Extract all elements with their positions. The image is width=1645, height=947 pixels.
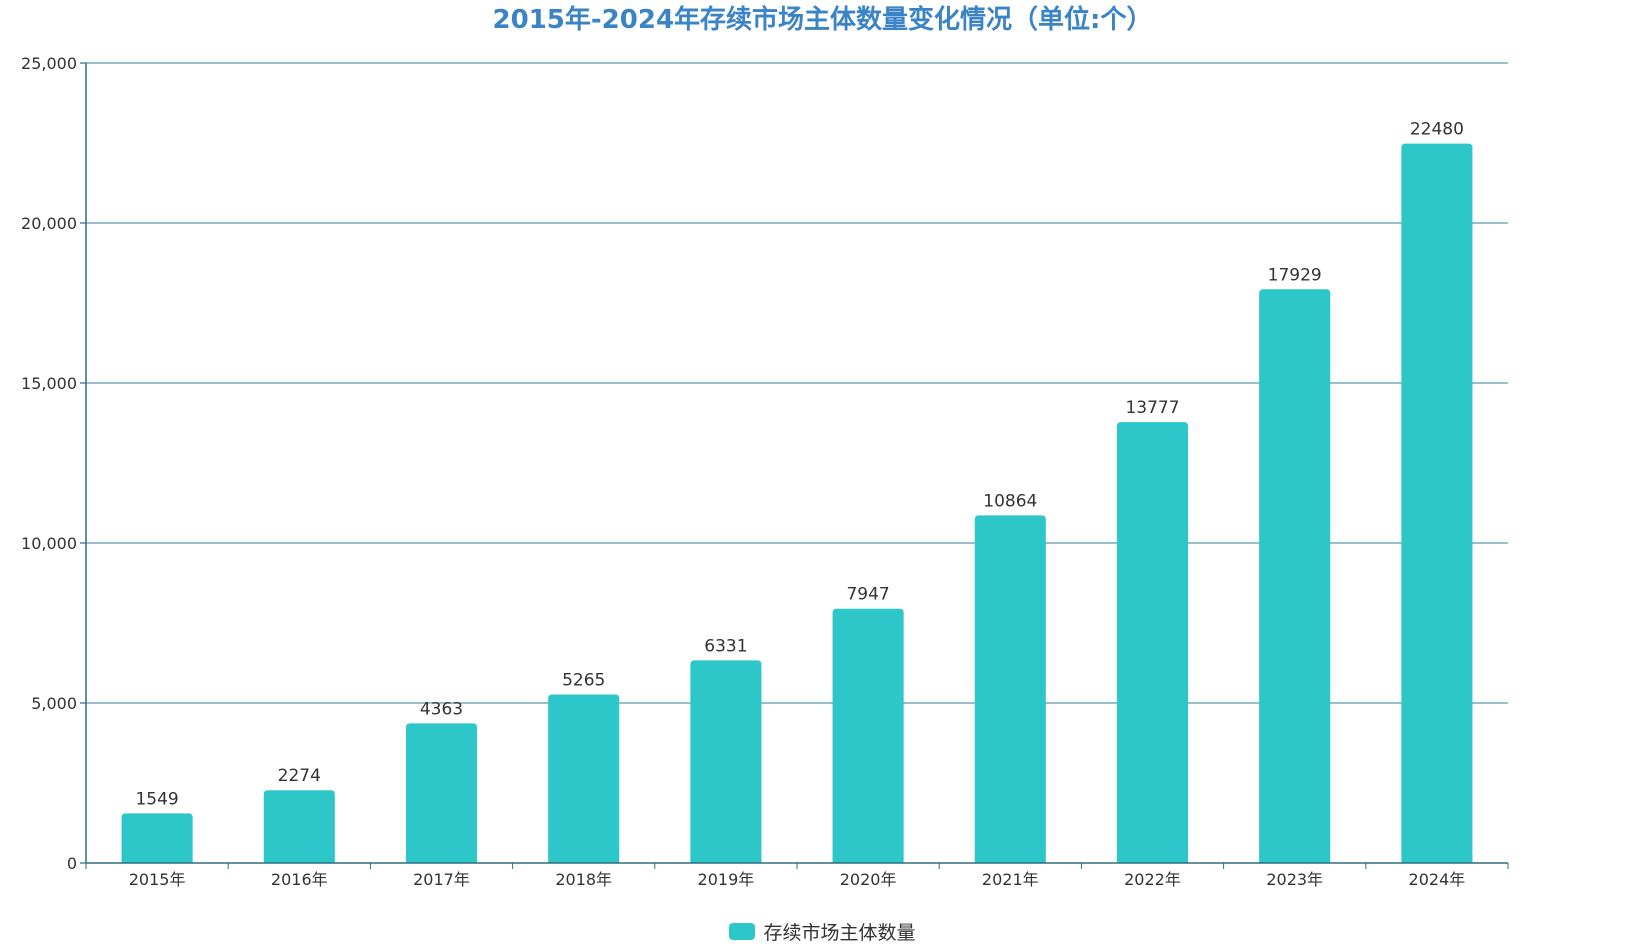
y-axis-ticks: 0 5,000 10,000 15,000 20,000 25,000: [21, 54, 86, 873]
legend[interactable]: 存续市场主体数量: [0, 918, 1645, 945]
x-tick-label: 2020年: [840, 870, 897, 889]
bar-2023年[interactable]: [1259, 289, 1331, 864]
y-tick-label: 5,000: [31, 694, 77, 713]
x-tick-label: 2018年: [555, 870, 612, 889]
data-label: 6331: [704, 636, 747, 656]
data-label: 22480: [1410, 120, 1464, 140]
y-tick-label: 15,000: [21, 374, 77, 393]
bar-2018年[interactable]: [548, 694, 620, 863]
x-tick-label: 2023年: [1266, 870, 1323, 889]
x-tick-label: 2017年: [413, 870, 470, 889]
x-tick-label: 2022年: [1124, 870, 1181, 889]
x-tick-label: 2016年: [271, 870, 328, 889]
legend-label: 存续市场主体数量: [763, 922, 916, 944]
x-tick-label: 2021年: [982, 870, 1039, 889]
legend-swatch: [729, 923, 756, 940]
x-tick-label: 2024年: [1409, 870, 1466, 889]
data-label: 4363: [420, 699, 463, 719]
data-label: 2274: [278, 766, 321, 786]
bar-2022年[interactable]: [1116, 422, 1189, 863]
bar-2021年[interactable]: [974, 515, 1046, 863]
data-label: 17929: [1268, 265, 1322, 285]
y-tick-label: 20,000: [21, 214, 77, 233]
data-label: 13777: [1125, 398, 1179, 418]
data-label: 10864: [983, 491, 1037, 511]
bars: [121, 143, 1473, 864]
chart-title: 2015年-2024年存续市场主体数量变化情况（单位:个）: [492, 5, 1153, 35]
data-labels: 1549 2274 4363 5265 6331 7947 10864 13777 17929 2…: [135, 120, 1463, 810]
data-label: 1549: [135, 789, 178, 809]
y-tick-label: 0: [67, 854, 77, 873]
x-tick-label: 2019年: [698, 870, 755, 889]
bar-2020年[interactable]: [832, 608, 904, 863]
y-tick-label: 25,000: [21, 54, 77, 73]
data-label: 5265: [562, 671, 605, 691]
x-axis-ticks: 2015年 2016年 2017年 2018年 2019年 2020年 2021年 2022年…: [85, 863, 1509, 889]
y-tick-label: 10,000: [21, 534, 77, 553]
bar-2016年[interactable]: [263, 790, 335, 863]
data-label: 7947: [846, 585, 889, 605]
x-tick-label: 2015年: [129, 870, 186, 889]
bar-2017年[interactable]: [405, 723, 478, 863]
bar-2015年[interactable]: [121, 813, 193, 863]
bar-2019年[interactable]: [690, 660, 762, 863]
bar-2024年[interactable]: [1401, 143, 1473, 863]
